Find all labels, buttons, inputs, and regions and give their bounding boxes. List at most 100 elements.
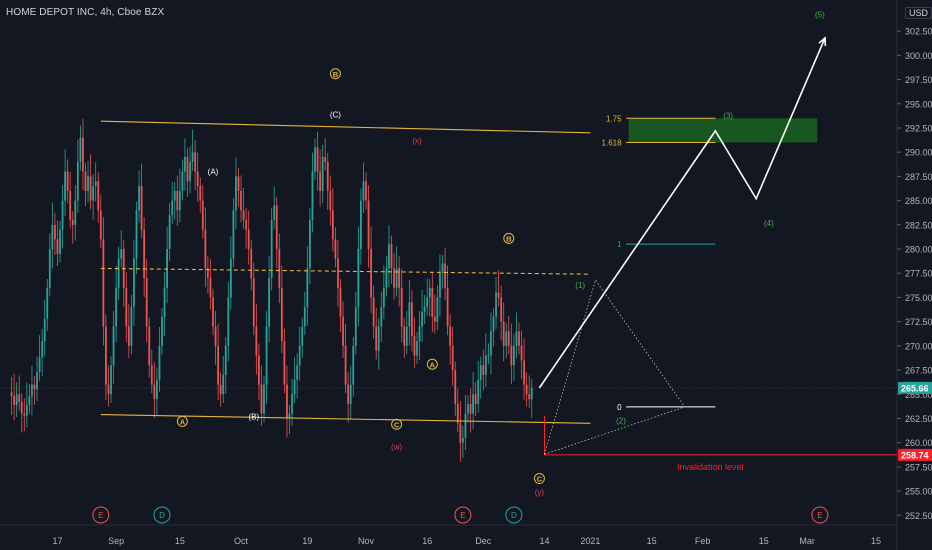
candle-body[interactable]: [520, 345, 523, 361]
candle-body[interactable]: [382, 287, 385, 308]
candle-body[interactable]: [337, 258, 339, 288]
candle-body[interactable]: [66, 171, 69, 191]
candle-body[interactable]: [372, 297, 375, 327]
candle-body[interactable]: [46, 287, 49, 319]
candle-body[interactable]: [362, 181, 365, 201]
candle-body[interactable]: [194, 152, 197, 172]
event-marker-circle[interactable]: [153, 506, 171, 524]
candle-body[interactable]: [324, 157, 327, 162]
candle-body[interactable]: [446, 287, 449, 327]
candle-body[interactable]: [354, 307, 357, 346]
candle-body[interactable]: [191, 152, 194, 162]
candle-body[interactable]: [360, 200, 362, 250]
candle-body[interactable]: [115, 287, 117, 327]
candle-body[interactable]: [454, 370, 457, 404]
candle-body[interactable]: [247, 229, 250, 250]
candle-body[interactable]: [189, 161, 191, 182]
candle-body[interactable]: [377, 326, 380, 351]
candle-body[interactable]: [395, 268, 398, 288]
candle-body[interactable]: [217, 345, 219, 385]
candle-body[interactable]: [505, 331, 508, 346]
candle-body[interactable]: [99, 210, 102, 240]
candle-body[interactable]: [76, 161, 79, 201]
candle-body[interactable]: [36, 372, 38, 390]
candle-body[interactable]: [59, 229, 61, 254]
candle-body[interactable]: [120, 249, 123, 259]
candle-body[interactable]: [439, 273, 441, 298]
candle-body[interactable]: [339, 287, 342, 317]
candle-body[interactable]: [393, 268, 395, 288]
candle-body[interactable]: [138, 186, 140, 211]
candle-body[interactable]: [495, 292, 497, 317]
candle-body[interactable]: [92, 186, 95, 201]
candle-body[interactable]: [25, 404, 28, 416]
candle-body[interactable]: [33, 384, 36, 390]
candle-body[interactable]: [15, 394, 18, 405]
candle-body[interactable]: [349, 384, 352, 404]
candle-body[interactable]: [207, 268, 209, 279]
candle-body[interactable]: [268, 278, 270, 327]
candle-body[interactable]: [255, 326, 258, 356]
candle-body[interactable]: [181, 171, 184, 191]
candle-body[interactable]: [403, 326, 406, 346]
event-marker-circle[interactable]: [505, 506, 523, 524]
candle-body[interactable]: [502, 321, 505, 346]
candle-body[interactable]: [472, 394, 474, 414]
candle-body[interactable]: [375, 326, 378, 351]
candle-body[interactable]: [82, 137, 84, 172]
candle-body[interactable]: [235, 176, 237, 211]
candle-body[interactable]: [186, 157, 189, 182]
event-marker-circle[interactable]: [811, 506, 829, 524]
candle-body[interactable]: [107, 384, 110, 395]
candle-body[interactable]: [326, 161, 329, 191]
candle-body[interactable]: [18, 394, 21, 403]
candle-body[interactable]: [400, 287, 403, 327]
candle-body[interactable]: [507, 331, 510, 346]
candle-body[interactable]: [214, 326, 217, 346]
candle-body[interactable]: [301, 326, 304, 346]
candle-body[interactable]: [500, 297, 503, 322]
candle-body[interactable]: [314, 147, 316, 172]
candle-body[interactable]: [56, 239, 59, 254]
candle-body[interactable]: [311, 171, 314, 220]
candle-body[interactable]: [135, 210, 138, 259]
candle-body[interactable]: [89, 176, 92, 201]
candle-body[interactable]: [288, 413, 291, 419]
candle-body[interactable]: [405, 326, 408, 346]
candle-body[interactable]: [342, 316, 344, 346]
candle-body[interactable]: [20, 402, 23, 414]
candle-body[interactable]: [28, 396, 31, 405]
candle-body[interactable]: [449, 326, 452, 346]
candle-body[interactable]: [306, 268, 309, 308]
candle-body[interactable]: [87, 176, 89, 191]
candle-body[interactable]: [110, 365, 112, 395]
candle-body[interactable]: [176, 190, 179, 211]
candle-body[interactable]: [436, 297, 439, 322]
candle-body[interactable]: [166, 249, 168, 288]
candle-body[interactable]: [196, 171, 199, 187]
candle-body[interactable]: [530, 387, 533, 400]
candle-body[interactable]: [421, 311, 423, 327]
candle-body[interactable]: [344, 345, 347, 385]
candle-body[interactable]: [321, 157, 324, 191]
candle-body[interactable]: [163, 287, 166, 317]
candle-body[interactable]: [148, 326, 151, 366]
candle-body[interactable]: [451, 345, 454, 371]
candle-body[interactable]: [117, 258, 120, 288]
candle-body[interactable]: [140, 186, 143, 230]
candle-body[interactable]: [482, 365, 485, 375]
candle-body[interactable]: [428, 287, 431, 298]
candle-body[interactable]: [10, 392, 13, 397]
candle-body[interactable]: [258, 355, 260, 385]
candle-body[interactable]: [331, 210, 334, 240]
candle-body[interactable]: [153, 384, 156, 400]
candle-body[interactable]: [158, 345, 161, 380]
candle-body[interactable]: [173, 190, 176, 201]
candle-body[interactable]: [484, 355, 487, 375]
candle-body[interactable]: [275, 205, 278, 250]
candle-body[interactable]: [528, 394, 531, 400]
candle-body[interactable]: [487, 355, 490, 357]
candle-body[interactable]: [296, 365, 299, 380]
candle-body[interactable]: [456, 403, 459, 424]
channel-line-mid[interactable]: [100, 267, 591, 275]
